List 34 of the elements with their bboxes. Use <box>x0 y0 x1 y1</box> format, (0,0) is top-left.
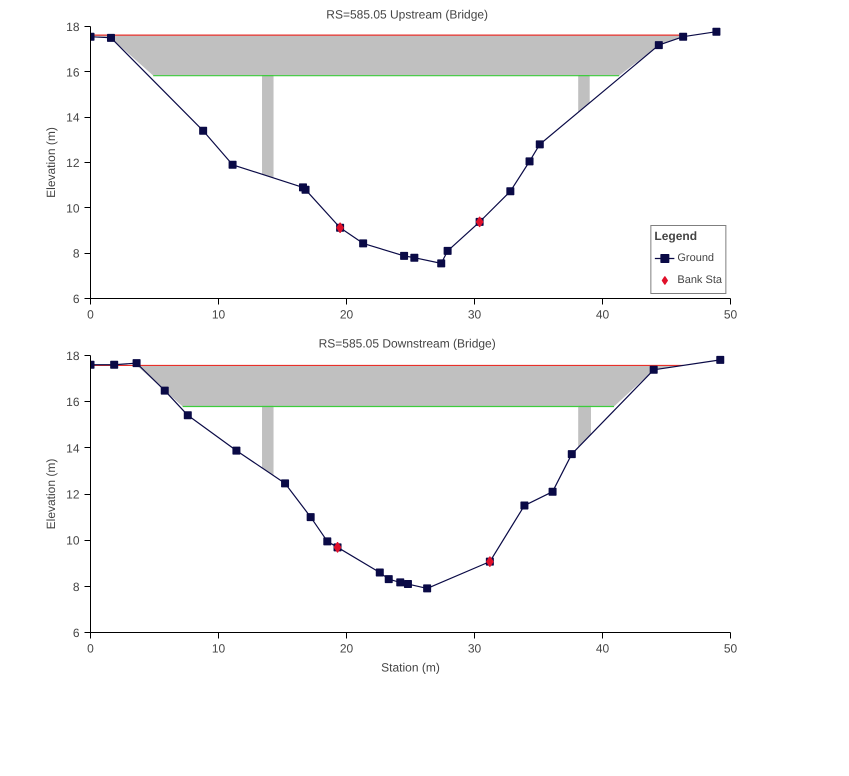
x-tick-label: 0 <box>87 642 94 656</box>
y-tick-label: 14 <box>66 110 80 125</box>
y-tick-label: 18 <box>66 349 80 363</box>
x-axis-title: Station (m) <box>381 660 440 674</box>
y-tick-label: 8 <box>72 246 80 261</box>
x-tick-label: 10 <box>212 308 226 322</box>
y-tick-label: 6 <box>72 292 80 306</box>
y-tick-label: 18 <box>66 20 80 34</box>
legend-title: Legend <box>654 229 698 243</box>
x-tick-label: 40 <box>596 308 610 322</box>
x-tick-label: 20 <box>340 642 354 656</box>
y-tick-label: 10 <box>66 534 80 548</box>
x-tick-label: 40 <box>596 642 610 656</box>
y-tick-label: 14 <box>66 441 80 456</box>
x-tick-label: 50 <box>724 308 738 322</box>
y-tick-label: 8 <box>72 580 80 594</box>
chart-title: RS=585.05 Downstream (Bridge) <box>318 336 496 350</box>
x-tick-label: 30 <box>468 308 482 322</box>
y-tick-label: 12 <box>66 156 80 170</box>
y-tick-label: 12 <box>66 488 80 502</box>
legend-label: Ground <box>677 252 714 264</box>
x-tick-label: 0 <box>87 308 94 322</box>
y-tick-label: 16 <box>66 65 80 80</box>
legend-label: Bank Sta <box>677 274 722 286</box>
x-tick-label: 50 <box>724 642 738 656</box>
y-axis-title: Elevation (m) <box>44 127 58 198</box>
y-axis-title: Elevation (m) <box>44 458 58 530</box>
x-tick-label: 10 <box>212 642 226 656</box>
y-tick-label: 6 <box>72 626 80 640</box>
y-tick-label: 16 <box>66 395 80 410</box>
x-tick-label: 20 <box>340 308 354 322</box>
x-tick-label: 30 <box>468 642 482 656</box>
y-tick-label: 10 <box>66 201 80 216</box>
chart-title: RS=585.05 Upstream (Bridge) <box>326 8 488 22</box>
